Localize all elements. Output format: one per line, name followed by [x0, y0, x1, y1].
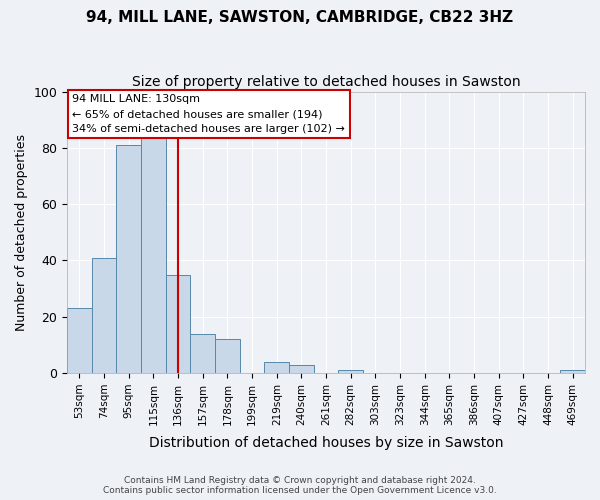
- Text: 94, MILL LANE, SAWSTON, CAMBRIDGE, CB22 3HZ: 94, MILL LANE, SAWSTON, CAMBRIDGE, CB22 …: [86, 10, 514, 25]
- Bar: [141, 136, 166, 373]
- Bar: [215, 340, 240, 373]
- Title: Size of property relative to detached houses in Sawston: Size of property relative to detached ho…: [132, 75, 520, 89]
- Bar: [338, 370, 363, 373]
- Bar: [190, 334, 215, 373]
- Bar: [67, 308, 92, 373]
- Bar: [116, 145, 141, 373]
- Bar: [92, 258, 116, 373]
- X-axis label: Distribution of detached houses by size in Sawston: Distribution of detached houses by size …: [149, 436, 503, 450]
- Text: 94 MILL LANE: 130sqm
← 65% of detached houses are smaller (194)
34% of semi-deta: 94 MILL LANE: 130sqm ← 65% of detached h…: [73, 94, 345, 134]
- Bar: [166, 274, 190, 373]
- Text: Contains HM Land Registry data © Crown copyright and database right 2024.
Contai: Contains HM Land Registry data © Crown c…: [103, 476, 497, 495]
- Y-axis label: Number of detached properties: Number of detached properties: [15, 134, 28, 331]
- Bar: [289, 364, 314, 373]
- Bar: [560, 370, 585, 373]
- Bar: [265, 362, 289, 373]
